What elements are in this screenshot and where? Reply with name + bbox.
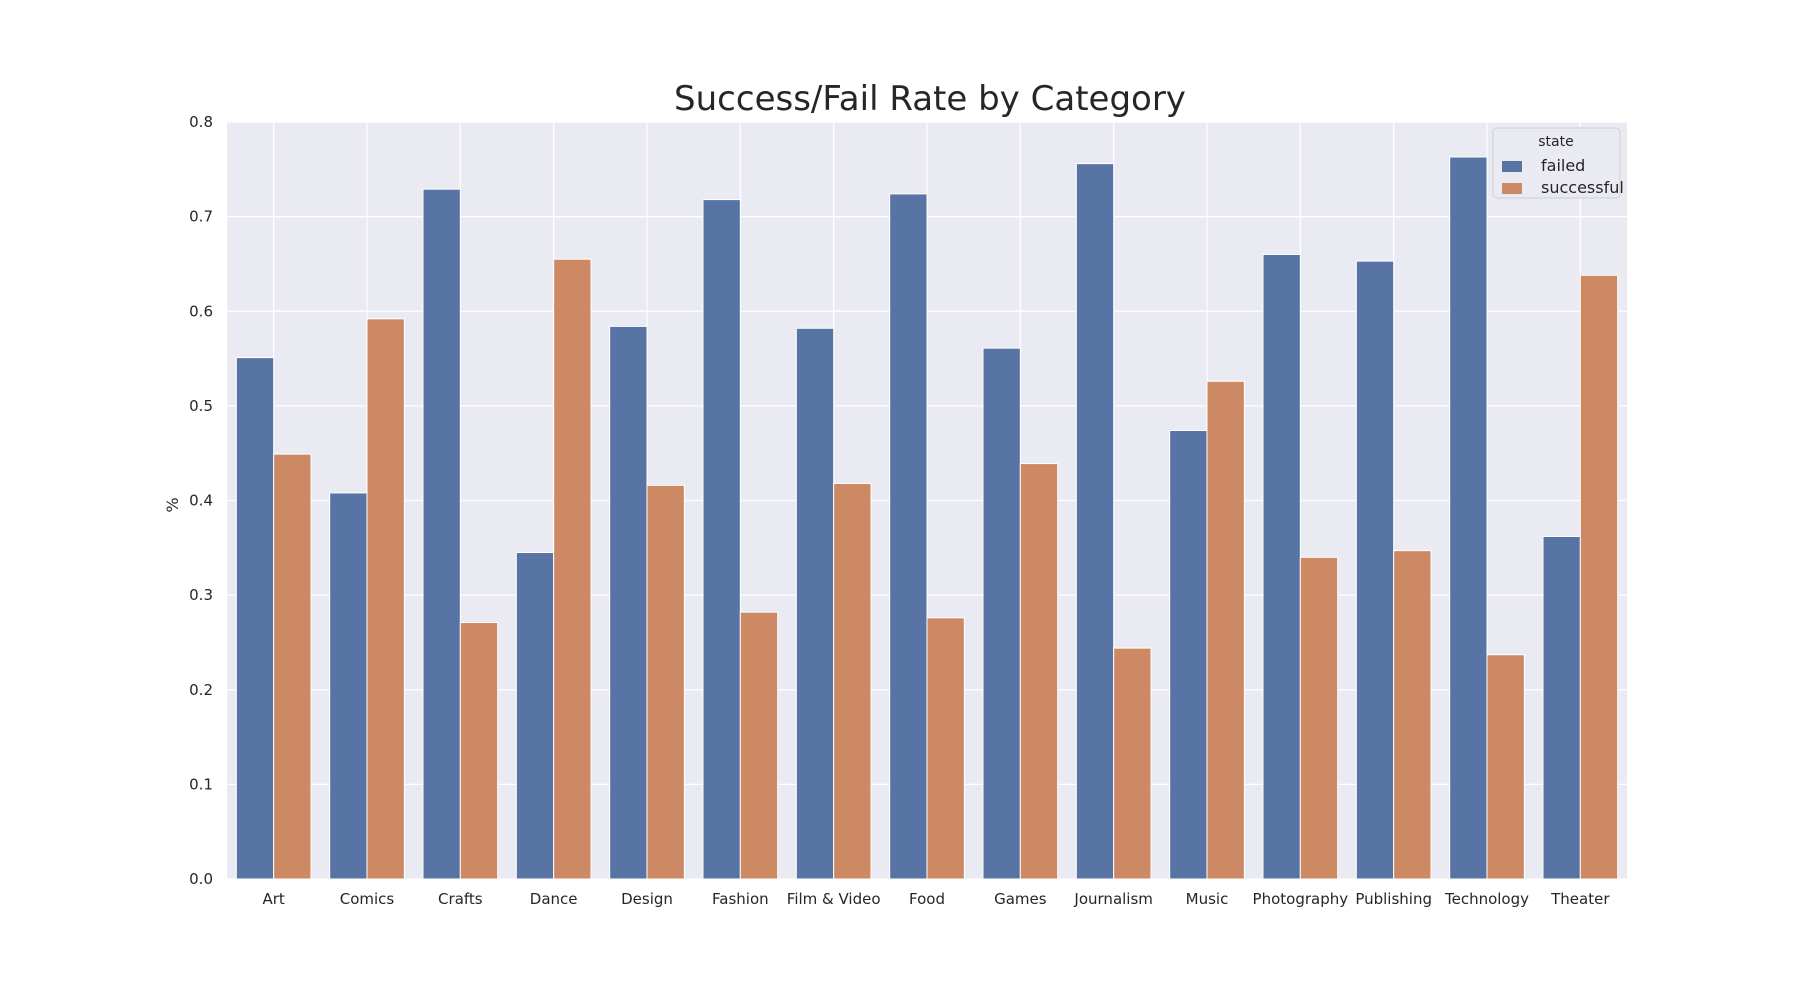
- bar-failed: [609, 325, 648, 880]
- y-tick-label: 0.3: [189, 586, 213, 604]
- x-tick-label: Photography: [1253, 890, 1349, 908]
- bar-failed: [329, 492, 368, 880]
- bar-successful: [833, 482, 872, 880]
- bars: [235, 156, 1619, 880]
- y-tick-label: 0.5: [189, 397, 213, 415]
- x-tick-label: Design: [621, 890, 673, 908]
- x-tick-label: Art: [263, 890, 285, 908]
- bar-failed: [982, 347, 1021, 880]
- bar-successful: [1113, 647, 1152, 880]
- bar-successful: [646, 484, 685, 880]
- bar-successful: [1206, 380, 1245, 880]
- bar-successful: [1299, 556, 1339, 880]
- x-tick-label: Theater: [1550, 890, 1610, 908]
- y-tick-label: 0.8: [189, 113, 213, 131]
- x-tick-label: Food: [909, 890, 945, 908]
- bar-successful: [739, 611, 779, 880]
- bar-successful: [926, 617, 965, 880]
- bar-failed: [702, 199, 741, 880]
- x-tick-label: Fashion: [712, 890, 769, 908]
- y-axis-label: %: [163, 497, 182, 512]
- bar-successful: [1486, 654, 1525, 880]
- bar-failed: [1449, 156, 1488, 880]
- legend: state failed successful: [1492, 127, 1624, 199]
- bar-successful: [459, 622, 499, 880]
- chart-title: Success/Fail Rate by Category: [674, 79, 1186, 119]
- plot-area: 0.0 0.1 0.2 0.3 0.4 0.5 0.6 0.7 0.8 Art Comics Craf…: [189, 113, 1627, 908]
- bar-failed: [1169, 429, 1208, 880]
- bar-successful: [1579, 274, 1619, 880]
- bar-successful: [1393, 550, 1432, 880]
- bar-failed: [1075, 163, 1115, 880]
- bar-failed: [422, 188, 461, 880]
- legend-label-failed: failed: [1541, 156, 1585, 175]
- x-tick-label: Journalism: [1073, 890, 1152, 908]
- legend-frame: [1492, 127, 1621, 199]
- x-tick-label: Games: [994, 890, 1047, 908]
- bar-failed: [1262, 253, 1301, 880]
- legend-title: state: [1538, 134, 1573, 150]
- y-tick-label: 0.0: [189, 870, 213, 888]
- bar-successful: [366, 318, 405, 880]
- bar-successful: [553, 258, 592, 880]
- x-tick-label: Crafts: [438, 890, 483, 908]
- y-tick-label: 0.6: [189, 302, 213, 320]
- bar-successful: [1019, 463, 1059, 880]
- x-tick-label: Dance: [530, 890, 578, 908]
- bar-failed: [515, 552, 555, 880]
- bar-failed: [1542, 535, 1581, 880]
- y-tick-label: 0.4: [189, 492, 213, 510]
- y-tick-label: 0.7: [189, 208, 213, 226]
- x-tick-label: Music: [1186, 890, 1229, 908]
- y-tick-label: 0.1: [189, 775, 213, 793]
- legend-swatch-failed: [1502, 161, 1522, 172]
- bar-failed: [889, 193, 928, 880]
- bar-successful: [273, 453, 312, 880]
- x-tick-label: Comics: [340, 890, 395, 908]
- bar-failed: [1355, 260, 1395, 880]
- legend-label-successful: successful: [1541, 178, 1624, 197]
- x-tick-label: Publishing: [1355, 890, 1432, 908]
- y-tick-label: 0.2: [189, 681, 213, 699]
- bar-failed: [795, 327, 835, 880]
- bar-failed: [235, 357, 275, 880]
- x-tick-label: Technology: [1444, 890, 1529, 908]
- x-tick-label: Film & Video: [787, 890, 881, 908]
- legend-swatch-successful: [1502, 183, 1522, 194]
